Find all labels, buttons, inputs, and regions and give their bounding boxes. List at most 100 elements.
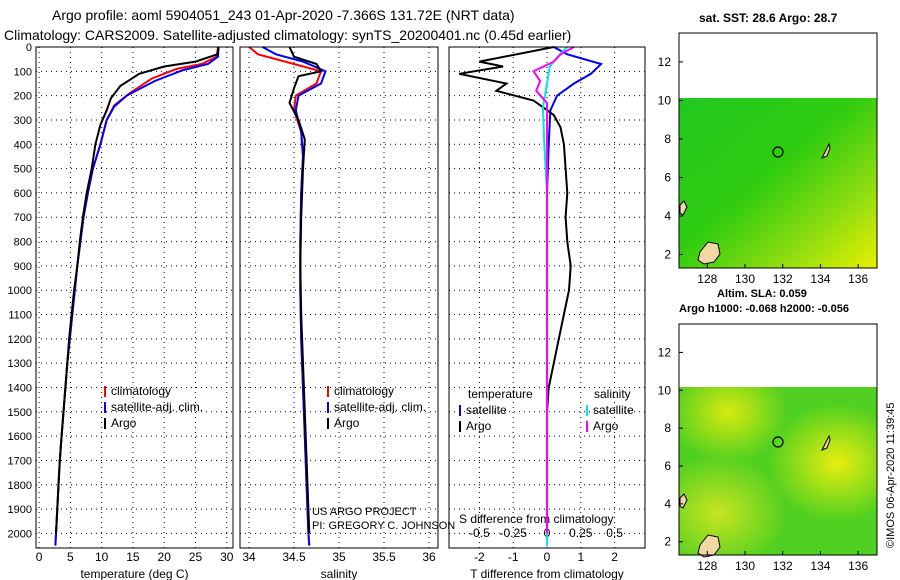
legend-label: Argo — [593, 419, 619, 433]
series-line-s-argo — [532, 46, 575, 534]
title-line-2: Climatology: CARS2009. Satellite-adjuste… — [4, 27, 571, 43]
y-tick-label: 1200 — [8, 334, 32, 346]
legend-label: Argo — [334, 416, 360, 430]
x-tick-label: -1 — [508, 550, 519, 564]
sst-map-title: sat. SST: 28.6 Argo: 28.7 — [699, 11, 838, 25]
series-line-satellite-adj-clim- — [262, 46, 327, 546]
map-y-tick-label: 10 — [658, 383, 672, 397]
y-tick-label: 1500 — [8, 407, 32, 419]
map-y-tick-label: 4 — [664, 209, 671, 223]
y-tick-label: 1700 — [8, 455, 32, 467]
x-tick-label: 1 — [577, 550, 584, 564]
y-tick-label: 600 — [14, 188, 32, 200]
legend-label: satellite-adj. clim. — [334, 400, 426, 414]
credit-project: US ARGO PROJECT — [312, 506, 417, 518]
x-axis-label: T difference from climatology — [470, 567, 624, 580]
x2-tick-label: 0.5 — [606, 526, 623, 540]
title-line-1: Argo profile: aoml 5904051_243 01-Apr-20… — [52, 7, 515, 23]
series-line-satellite-adj-clim- — [54, 46, 220, 546]
series-line-climatology — [248, 46, 323, 546]
map-x-tick-label: 136 — [848, 272, 868, 286]
series-line-t-argo — [458, 46, 572, 534]
x2-tick-label: -0.25 — [500, 526, 528, 540]
x-tick-label: 20 — [158, 550, 172, 564]
plot-frame — [35, 46, 234, 549]
credit-pi: PI: GREGORY C. JOHNSON — [312, 520, 455, 532]
map-x-tick-label: 132 — [773, 559, 793, 573]
x2-tick-label: -0.5 — [469, 526, 490, 540]
map-x-tick-label: 128 — [697, 559, 717, 573]
y-tick-label: 1400 — [8, 382, 32, 394]
map-y-tick-label: 2 — [664, 248, 671, 262]
y-tick-label: 700 — [14, 212, 32, 224]
map-x-tick-label: 130 — [735, 272, 755, 286]
x-tick-label: 34.5 — [282, 550, 306, 564]
sla-map-title: Altim. SLA: 0.059 — [717, 288, 807, 300]
salinity-panel: 34 34.5 35 35.5 36 salinity climatology satelli… — [239, 46, 439, 580]
x-tick-label: 15 — [126, 550, 140, 564]
map-y-tick-label: 6 — [664, 170, 671, 184]
legend-title-salinity: salinity — [594, 387, 631, 401]
y-tick-label: 1600 — [8, 431, 32, 443]
sst-map-axes: 128 130 132 134 136 2 4 6 8 10 12 — [658, 55, 869, 286]
y-tick-label: 2000 — [8, 528, 32, 540]
sla-map-panel: Altim. SLA: 0.059 Argo h1000: -0.068 h20… — [658, 288, 878, 573]
map-x-tick-label: 136 — [848, 559, 868, 573]
legend-label: satellite — [466, 403, 507, 417]
y-tick-label: 1900 — [8, 504, 32, 516]
credits: US ARGO PROJECT PI: GREGORY C. JOHNSON — [312, 506, 455, 532]
y-tick-label: 1300 — [8, 358, 32, 370]
sla-map-frame — [678, 323, 878, 556]
legend-label: Argo — [111, 416, 137, 430]
map-y-tick-label: 8 — [664, 132, 671, 146]
sst-map-argo-marker — [772, 146, 784, 158]
map-x-tick-label: 132 — [773, 272, 793, 286]
plot-frame — [239, 46, 439, 549]
map-y-tick-label: 4 — [664, 497, 671, 511]
y-tick-label: 1000 — [8, 285, 32, 297]
legend-label: satellite — [593, 403, 634, 417]
x-tick-label: 36 — [422, 550, 436, 564]
x-tick-label: 10 — [95, 550, 109, 564]
x-tick-label: 34 — [242, 550, 256, 564]
map-y-tick-label: 12 — [658, 55, 672, 69]
x-tick-label: -2 — [474, 550, 485, 564]
sst-map-land — [679, 142, 831, 265]
sla-map-subtitle: Argo h1000: -0.068 h2000: -0.056 — [679, 303, 849, 315]
y-tick-label: 0 — [26, 42, 32, 54]
x-axis-label: salinity — [321, 567, 358, 580]
map-y-tick-label: 8 — [664, 421, 671, 435]
y-tick-label: 200 — [14, 91, 32, 103]
map-y-tick-label: 2 — [664, 535, 671, 549]
sst-map-panel: sat. SST: 28.6 Argo: 28.7 128 130 132 134 13… — [658, 11, 878, 286]
y-tick-label: 1800 — [8, 480, 32, 492]
y-tick-label: 400 — [14, 139, 32, 151]
sla-map-blob-south — [679, 387, 877, 555]
sst-map-frame — [678, 32, 878, 269]
map-x-tick-label: 128 — [697, 272, 717, 286]
x-tick-label: 30 — [220, 550, 234, 564]
legend-label: Argo — [466, 419, 492, 433]
x-tick-label: 35 — [332, 550, 346, 564]
y-tick-label: 100 — [14, 66, 32, 78]
series-line-climatology — [54, 46, 219, 546]
series-line-argo — [288, 46, 323, 534]
legend-label: climatology — [334, 384, 394, 398]
legend-label: satellite-adj. clim. — [111, 400, 203, 414]
x-tick-label: 2 — [611, 550, 618, 564]
x-tick-label: 5 — [67, 550, 74, 564]
plot-frame — [448, 46, 646, 549]
x-tick-label: 35.5 — [372, 550, 396, 564]
x-axis-label: temperature (deg C) — [80, 567, 188, 580]
sla-map-argo-marker — [772, 436, 784, 448]
legend-label: climatology — [111, 384, 171, 398]
y-tick-label: 500 — [14, 164, 32, 176]
x2-tick-label: 0.25 — [569, 526, 593, 540]
y-tick-label: 1100 — [8, 310, 32, 322]
map-y-tick-label: 10 — [658, 93, 672, 107]
temperature-panel: 0 5 10 15 20 25 300100200300400500600700800900… — [8, 42, 234, 580]
sla-map-land — [679, 434, 831, 558]
series-line-t-satellite — [546, 46, 604, 546]
x-tick-label: 0 — [544, 550, 551, 564]
